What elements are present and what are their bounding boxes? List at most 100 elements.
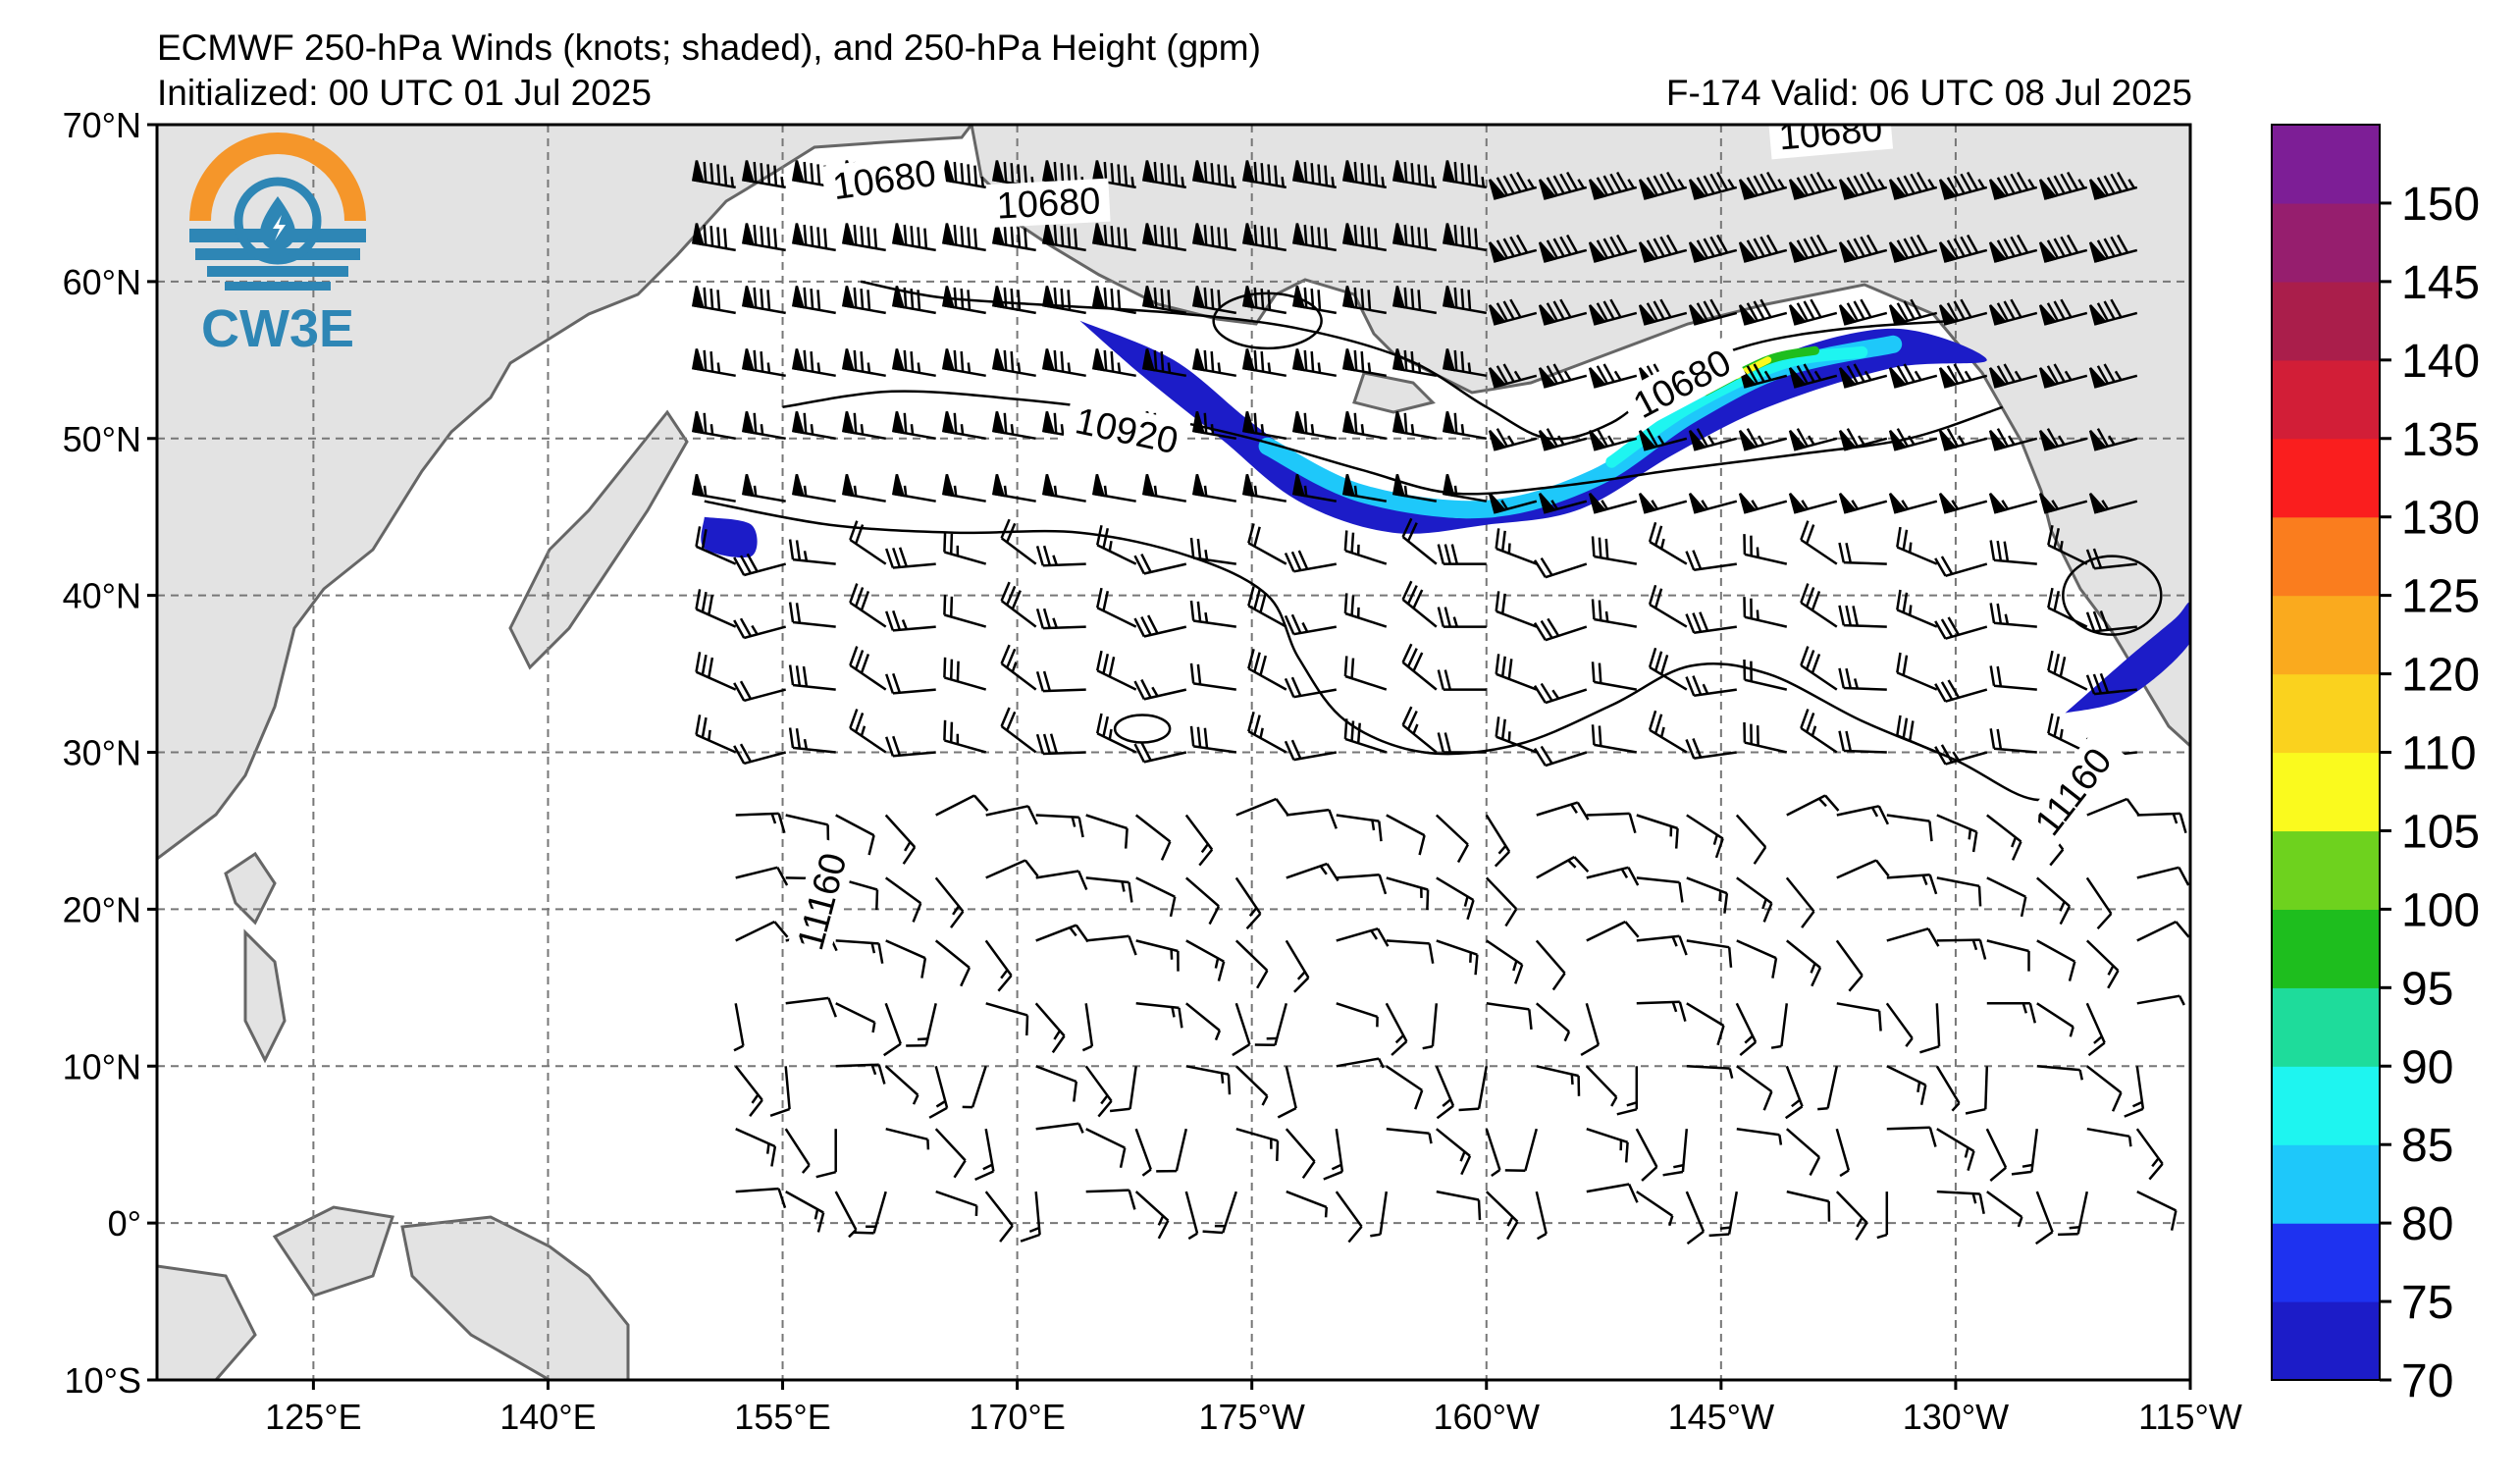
colorbar-tick-label: 75 [2401,1277,2453,1329]
wind-barb [1109,1066,1137,1113]
wind-barb [835,1002,876,1033]
wind-barb [1202,1191,1237,1235]
wind-barb [691,348,736,378]
wind-barb [1284,550,1338,573]
wind-barb [1538,363,1588,389]
wind-barb [1636,814,1679,849]
wind-barb [2088,298,2138,326]
wind-barb [695,652,737,691]
wind-barb [1988,428,2038,451]
wind-barb [1035,733,1086,756]
contour-label-bg [820,149,948,210]
wind-barb [1386,939,1435,964]
wind-barb [1988,171,2038,200]
wind-barb [2086,1127,2132,1147]
wind-barb [1495,528,1538,565]
wind-barb [1738,298,1788,326]
wind-barb [1989,728,2037,754]
wind-barb [1247,711,1287,754]
wind-barb [1391,474,1438,503]
wind-barb [2136,866,2190,886]
wind-barb [1986,1191,2023,1228]
colorbar-tick-label: 70 [2401,1355,2453,1407]
wind-barb [882,1002,902,1057]
lat-tick-label: 0° [108,1203,141,1244]
wind-barb [1838,492,1888,514]
lon-tick-label: 125°E [265,1397,361,1437]
wind-barb [1648,647,1688,691]
wind-barb [974,1128,995,1182]
wind-barb [1234,876,1262,930]
wind-barb [1586,866,1640,886]
wind-barb [1336,874,1388,895]
wind-barb [1189,537,1236,565]
wind-barb [1591,724,1638,754]
wind-barb [1885,1002,1914,1047]
wind-barb [1141,474,1187,503]
wind-barb [1386,1065,1424,1110]
wind-barb [885,1127,930,1150]
colorbar: 70 75 80 85 90 95 100 105 110 120 125 130 135 140 145 1… [2271,124,2480,1407]
wind-barb [1586,920,1640,942]
wind-barb [1838,363,1888,389]
lat-tick-label: 60°N [63,262,141,302]
wind-barb [1247,586,1287,628]
wind-barb [1488,234,1538,263]
wind-barb [1936,1190,1985,1214]
wind-barb [841,348,886,378]
wind-barb [1896,652,1938,691]
wind-barb [1886,1065,1927,1105]
wind-barb [2088,171,2138,200]
wind-barb [1938,363,1988,389]
wind-barb [1838,667,1887,691]
wind-barb [1291,348,1338,378]
wind-barb [741,474,786,503]
wind-barb [1686,939,1733,968]
wind-barb [1486,1002,1533,1031]
wind-barb [1035,814,1084,838]
wind-barb [1786,939,1822,987]
contour-label: 10680 [1767,125,1894,160]
wind-barb [2038,171,2088,200]
wind-barb [934,1128,967,1179]
wind-barb [1156,1128,1188,1173]
wind-barb [2011,1129,2039,1176]
wind-barb [1391,348,1438,378]
wind-barb [1896,589,1938,628]
wind-barb [1232,1002,1251,1057]
wind-barb [1191,160,1237,189]
wind-barb [1988,298,2038,326]
wind-barb [1436,1128,1472,1176]
wind-barb [1636,876,1684,903]
wind-barb [1586,1128,1629,1163]
wind-barb [1435,1065,1455,1120]
wind-barb [991,286,1036,315]
wind-barb [1708,1191,1739,1238]
colorbar-tick-label: 90 [2401,1041,2453,1093]
wind-barb [691,474,736,503]
wind-barb [1986,1002,2037,1024]
wind-barb [1095,587,1137,628]
colorbar-swatch [2272,516,2380,597]
wind-barb [1185,939,1226,981]
wind-barb [1770,1003,1789,1049]
wind-barb [1788,298,1838,326]
wind-barb [841,223,886,252]
wind-barb [1247,523,1287,565]
wind-barb [853,1191,887,1235]
wind-barb [1442,474,1488,503]
wind-barb [1836,859,1890,879]
wind-barb [2038,363,2088,389]
wind-barb [1536,801,1590,821]
colorbar-tick-label: 105 [2401,806,2480,858]
contour-label: 10680 [986,178,1111,229]
wind-barb [1786,794,1840,817]
wind-barb [834,1191,858,1239]
colorbar-swatch [2272,1301,2380,1381]
wind-barb [1442,223,1488,252]
contour-label-bg [785,836,859,966]
wind-barb [815,1129,837,1179]
wind-barb [1437,544,1487,565]
colorbar-tick-label: 85 [2401,1120,2453,1172]
wind-barb [1835,1128,1851,1178]
